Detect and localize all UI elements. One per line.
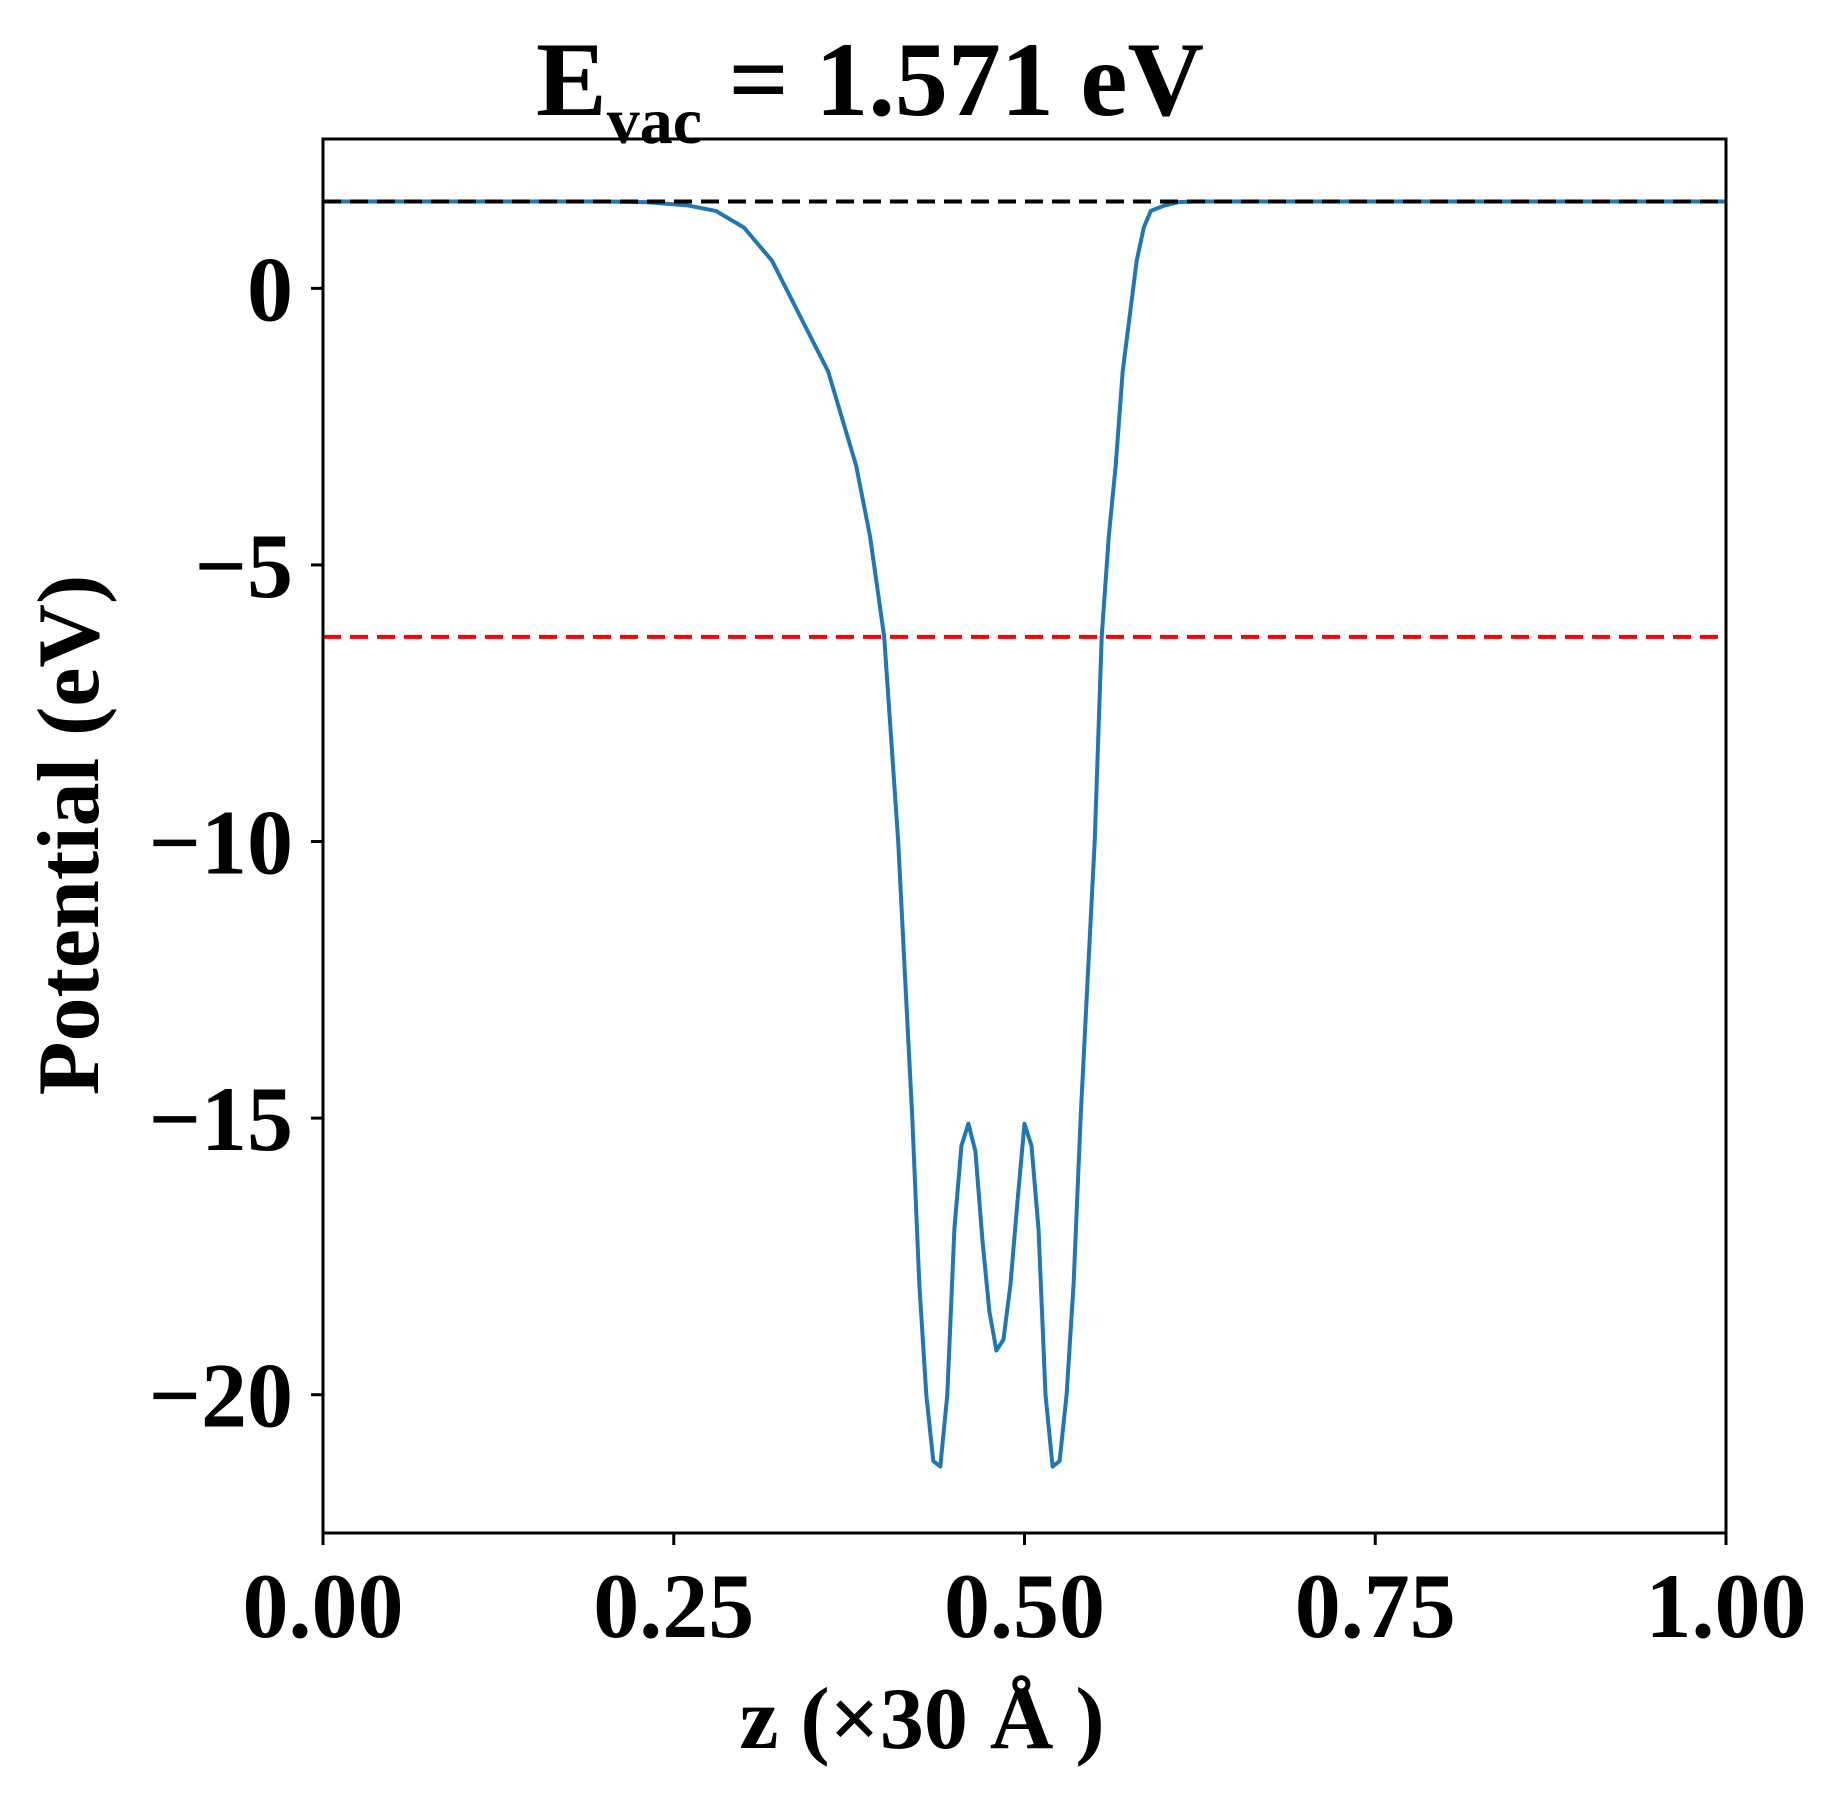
series-layer <box>323 199 1726 1469</box>
x-tick-label: 0.75 <box>1295 1555 1456 1657</box>
x-tick-label: 0.50 <box>944 1555 1105 1657</box>
title-suffix: = 1.571 eV <box>702 21 1204 138</box>
x-axis-label: z (×30 Å ) <box>739 1671 1104 1768</box>
y-tick-label: 0 <box>247 238 293 340</box>
potential-curve <box>323 199 1726 1469</box>
plot-frame <box>321 137 1728 1535</box>
title-prefix: E <box>536 21 607 138</box>
y-axis-label: Potential (eV) <box>21 575 118 1095</box>
chart-title: Evac = 1.571 eV <box>536 21 1204 158</box>
y-tick-label: −10 <box>149 792 293 894</box>
y-tick-label: −20 <box>149 1345 293 1447</box>
y-tick-label: −5 <box>195 515 293 617</box>
y-tick-label: −15 <box>149 1068 293 1170</box>
x-tick-label: 1.00 <box>1646 1555 1807 1657</box>
title-subscript: vac <box>607 85 702 158</box>
x-tick-label: 0.00 <box>243 1555 404 1657</box>
tick-layer: 0.00 0.25 0.50 0.75 1.00 0 −5 −10 −15 −20 <box>149 238 1807 1657</box>
x-tick-label: 0.25 <box>593 1555 754 1657</box>
